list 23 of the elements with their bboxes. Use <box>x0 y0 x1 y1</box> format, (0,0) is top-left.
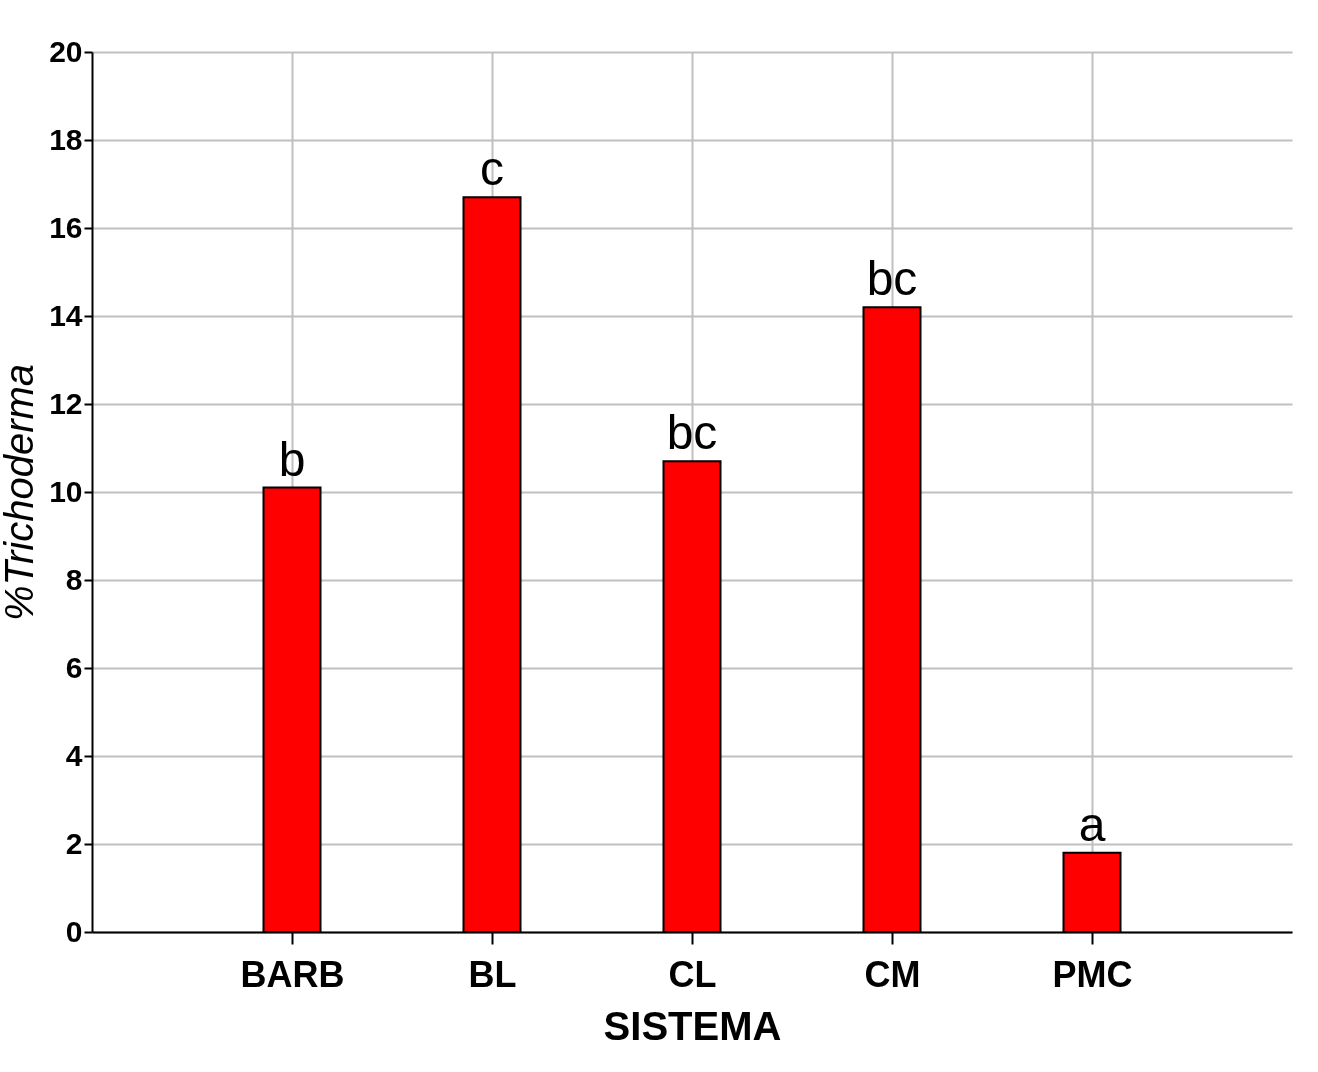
y-tick-label: 6 <box>65 650 83 684</box>
data-label: a <box>1078 797 1106 851</box>
y-tick-label: 4 <box>65 738 83 772</box>
x-tick-label: PMC <box>1052 953 1133 995</box>
data-label: bc <box>866 252 918 306</box>
x-tick-label: CM <box>864 953 921 995</box>
y-tick-label: 8 <box>65 562 83 596</box>
y-tick-label: 16 <box>49 210 83 244</box>
y-tick-label: 20 <box>49 34 83 68</box>
data-label: bc <box>666 406 718 460</box>
y-tick-label: 2 <box>65 826 83 860</box>
y-tick-label: 10 <box>49 474 83 508</box>
y-tick-label: 12 <box>49 386 83 420</box>
y-tick-label: 14 <box>49 298 83 332</box>
y-tick-label: 18 <box>49 122 83 156</box>
x-tick-label: CL <box>668 953 717 995</box>
y-axis-title: %Trichoderma <box>0 363 42 622</box>
x-tick-label: BL <box>468 953 517 995</box>
data-label: b <box>278 432 306 486</box>
data-label: c <box>480 142 504 196</box>
y-tick-label: 0 <box>65 914 83 948</box>
x-axis-title: SISTEMA <box>603 1003 782 1048</box>
x-tick-label: BARB <box>240 953 345 995</box>
